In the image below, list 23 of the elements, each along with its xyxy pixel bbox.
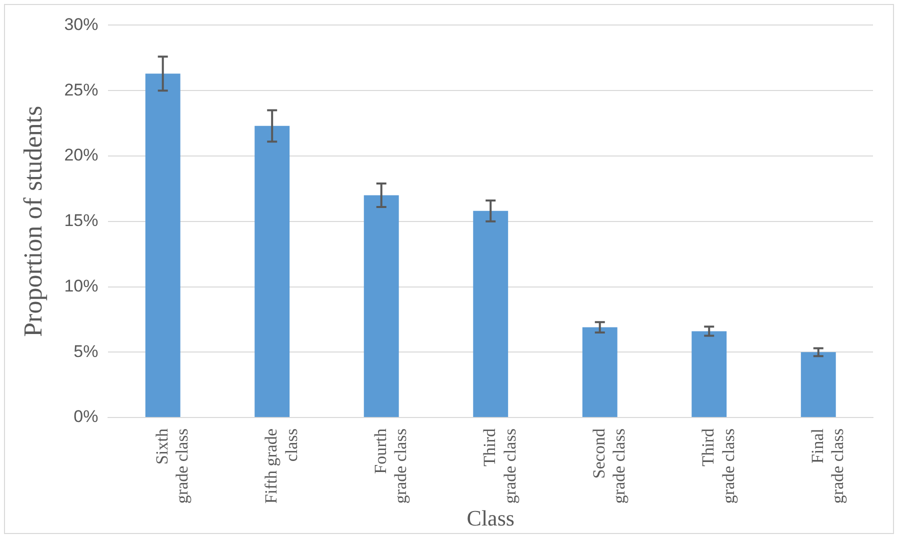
y-tick-label: 10%	[64, 276, 98, 296]
bar	[364, 195, 399, 418]
x-tick-label: Third grade class	[480, 428, 520, 504]
x-tick-label: Third grade class	[698, 428, 738, 504]
y-tick-label: 15%	[64, 211, 98, 230]
bar	[582, 327, 618, 418]
bar	[145, 74, 180, 418]
x-tick-label: Final grade class	[808, 428, 848, 504]
bar	[800, 352, 836, 418]
x-tick-label: Fourth grade class	[370, 428, 410, 504]
y-tick-label: 0%	[74, 407, 98, 426]
y-axis-title: Proportion of students	[18, 106, 48, 337]
y-tick-label: 5%	[74, 342, 98, 361]
x-axis-title: Class	[466, 506, 514, 531]
y-tick-label: 20%	[64, 146, 98, 165]
bar	[254, 126, 290, 418]
bar	[692, 331, 727, 418]
x-tick-label: Second grade class	[589, 428, 629, 504]
y-tick-label: 30%	[64, 14, 98, 34]
y-tick-label: 25%	[64, 80, 98, 100]
bar	[473, 210, 508, 418]
x-tick-label: Sixth grade class	[152, 428, 192, 504]
x-tick-label: Fifth grade class	[262, 428, 301, 504]
